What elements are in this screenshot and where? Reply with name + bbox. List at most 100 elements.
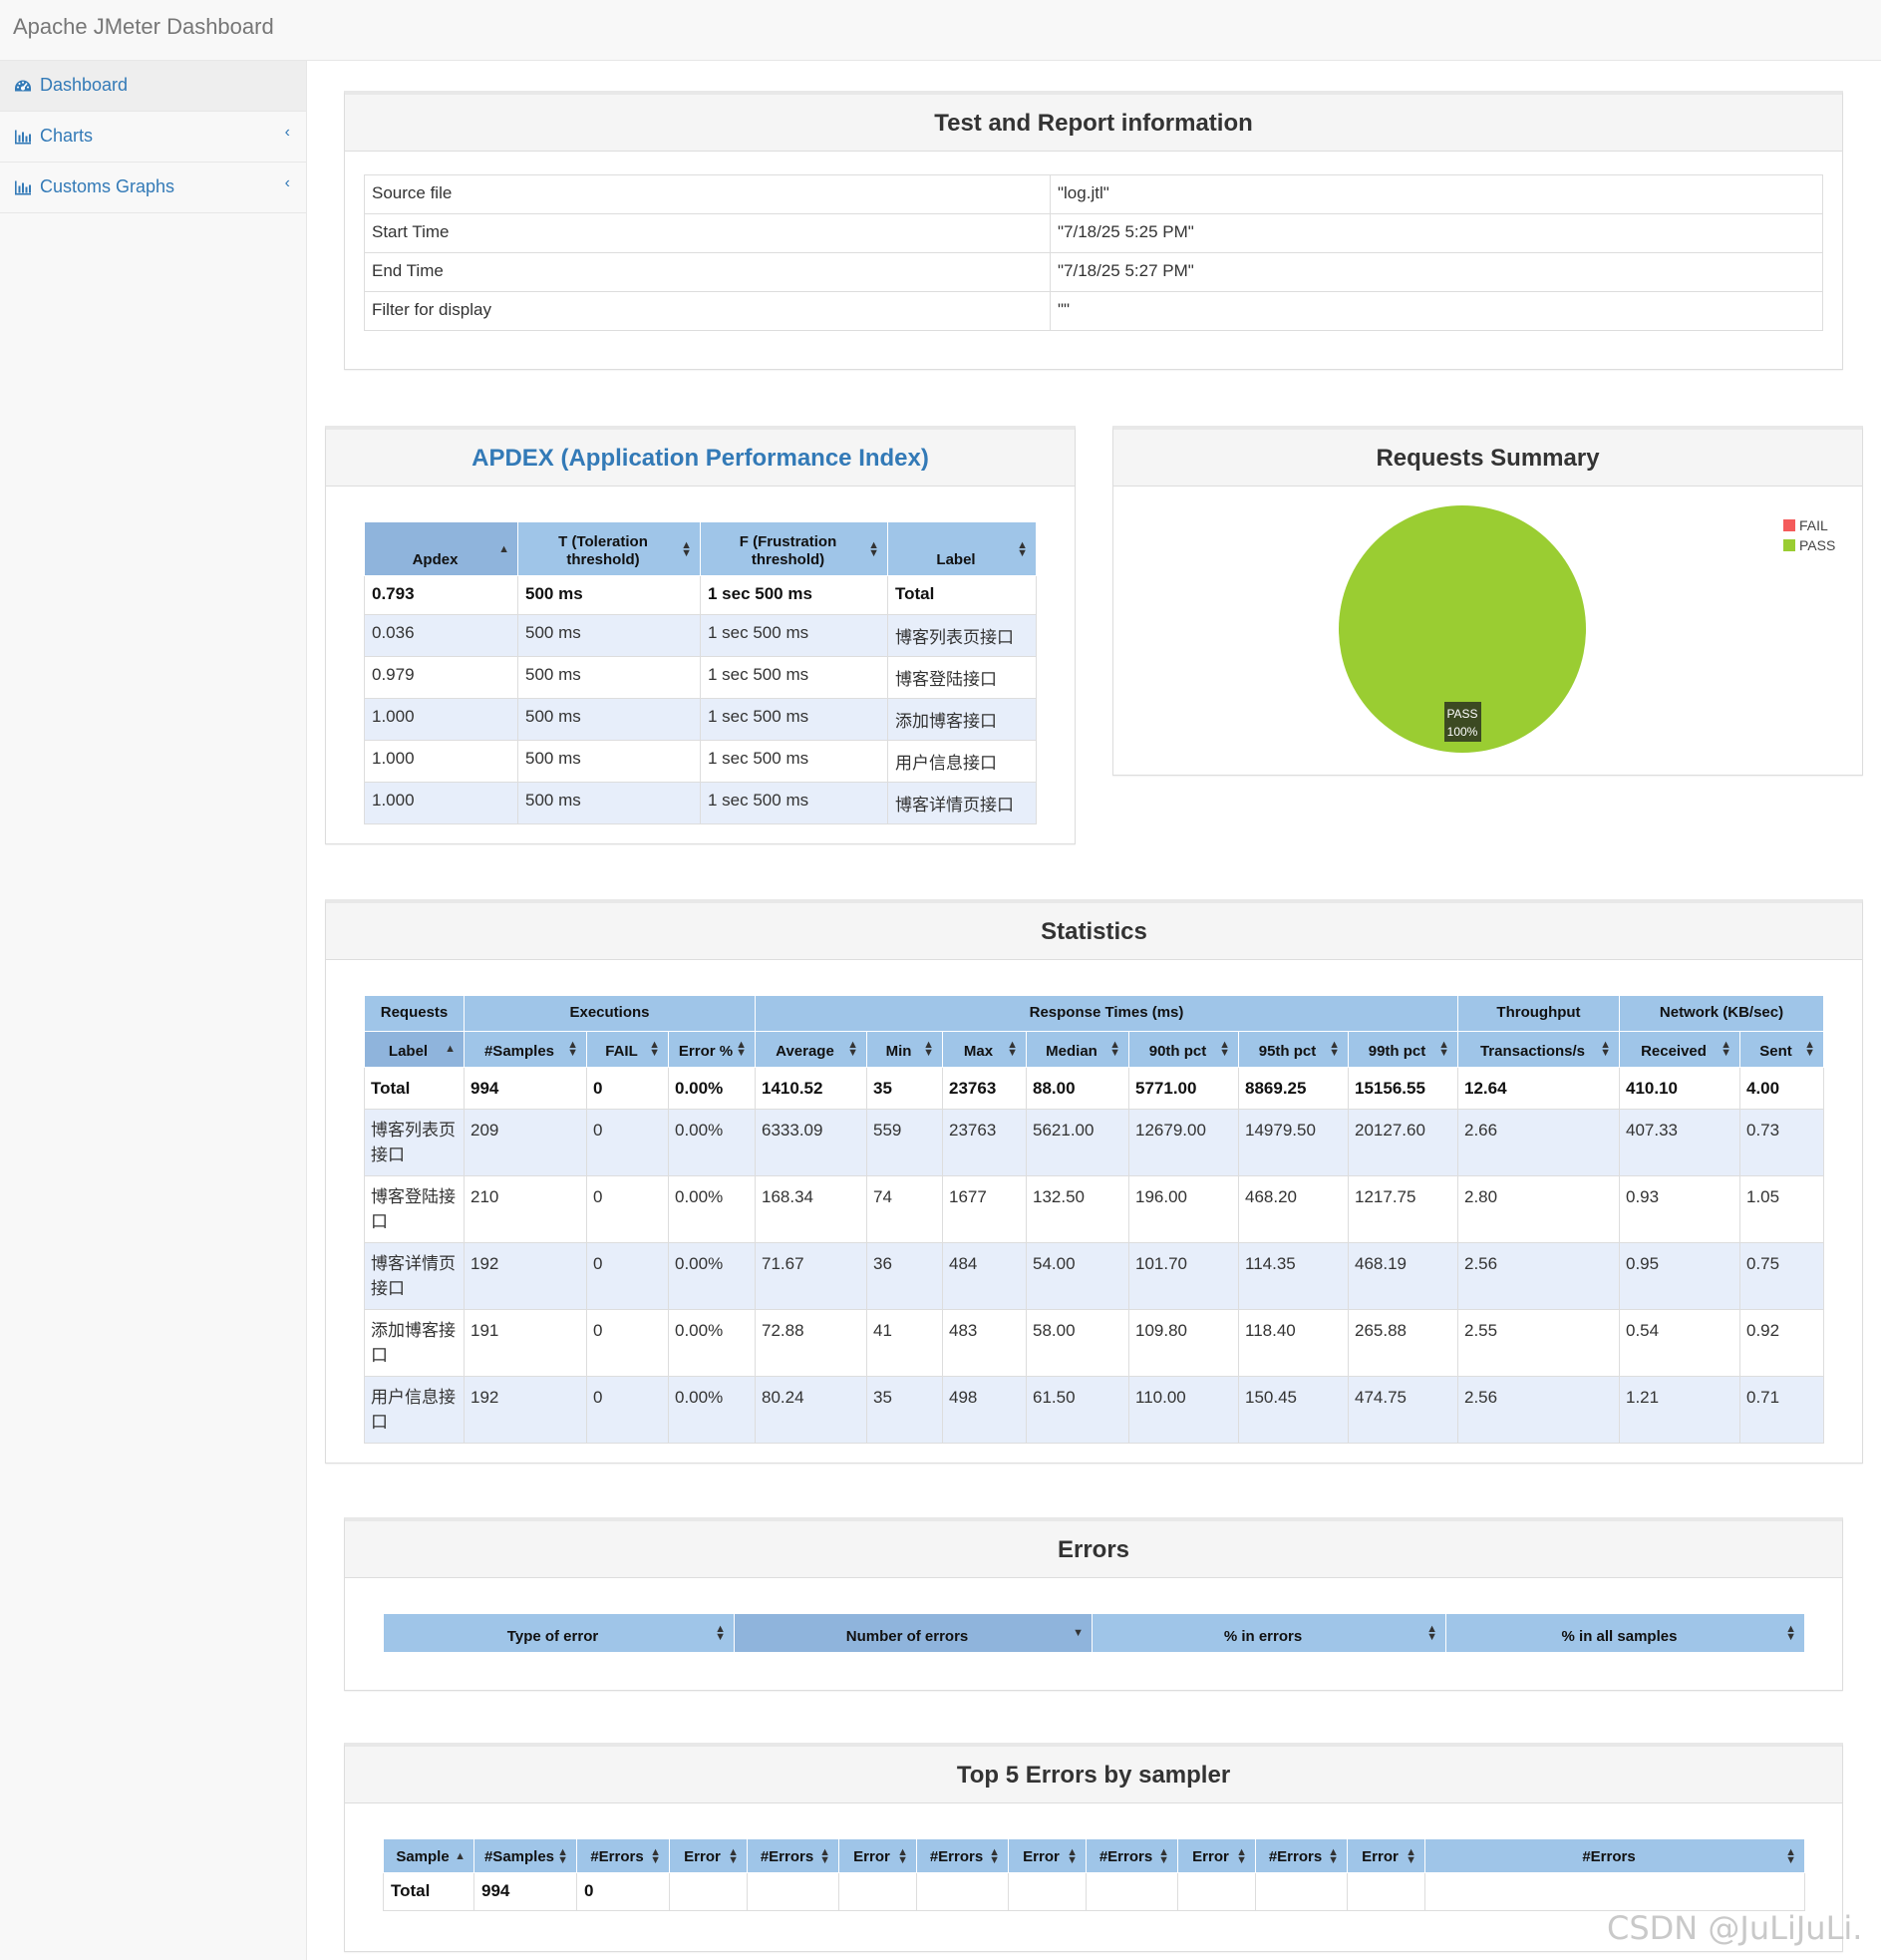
column-header-label: % in all samples — [1561, 1628, 1678, 1646]
sidebar-item-charts[interactable]: Charts ‹ — [0, 112, 306, 163]
legend-item-pass[interactable]: PASS — [1783, 535, 1835, 555]
column-header-11[interactable]: Transactions/s ▲ ▼ — [1457, 1030, 1620, 1068]
column-header-12[interactable]: #Errors ▲ ▼ — [1424, 1838, 1805, 1873]
column-header-3[interactable]: Error ▲ ▼ — [669, 1838, 748, 1873]
column-group-throughput: Throughput — [1457, 995, 1620, 1032]
cell: 0 — [576, 1872, 670, 1911]
column-group-network: Network (KB/sec) — [1619, 995, 1824, 1032]
cell — [916, 1872, 1009, 1911]
cell: 1 sec 500 ms — [700, 698, 888, 741]
sort-icon: ▲ ▼ — [868, 538, 879, 559]
column-group-requests: Requests — [364, 995, 465, 1032]
column-header-label: Sent — [1759, 1043, 1792, 1060]
sort-icon: ▲ ▼ — [1721, 1039, 1731, 1060]
column-header-9[interactable]: 95th pct ▲ ▼ — [1238, 1030, 1349, 1068]
legend-item-fail[interactable]: FAIL — [1783, 515, 1835, 535]
column-header-8[interactable]: #Errors ▲ ▼ — [1086, 1838, 1178, 1873]
column-header-label: FAIL — [605, 1043, 638, 1060]
column-header-2[interactable]: FAIL ▲ ▼ — [586, 1030, 669, 1068]
cell: 500 ms — [517, 575, 701, 615]
column-header-label: #Samples — [483, 1043, 555, 1060]
column-header-toleration[interactable]: T (Toleration threshold) ▲ ▼ — [517, 521, 701, 576]
column-header-label: #Errors — [590, 1848, 644, 1866]
cell: 109.80 — [1128, 1308, 1239, 1377]
errors-table: Type of error ▲ ▼ Number of errors ▼ % in e… — [383, 1613, 1805, 1653]
cell: 410.10 — [1619, 1066, 1740, 1110]
column-header-label: Apdex — [412, 551, 459, 569]
cell: 0.92 — [1739, 1308, 1824, 1377]
cell: 80.24 — [755, 1375, 867, 1444]
sidebar-item-dashboard[interactable]: Dashboard — [0, 61, 306, 112]
column-header-4[interactable]: Average ▲ ▼ — [755, 1030, 867, 1068]
cell: 994 — [464, 1066, 587, 1110]
chevron-left-icon[interactable]: ‹ — [284, 174, 290, 191]
column-header-12[interactable]: Received ▲ ▼ — [1619, 1030, 1740, 1068]
column-header-7[interactable]: Error ▲ ▼ — [1008, 1838, 1087, 1873]
cell — [1086, 1872, 1178, 1911]
pie-legend: FAIL PASS — [1783, 515, 1835, 555]
cell: 192 — [464, 1241, 587, 1310]
cell: 5621.00 — [1026, 1108, 1129, 1176]
cell — [669, 1872, 748, 1911]
panel-title: APDEX (Application Performance Index) — [326, 430, 1075, 487]
column-header-0[interactable]: Label ▲ — [364, 1030, 465, 1068]
sort-asc-icon: ▲ — [498, 542, 509, 555]
cell: 72.88 — [755, 1308, 867, 1377]
column-header-5[interactable]: Min ▲ ▼ — [866, 1030, 943, 1068]
table-row: 0.793 500 ms 1 sec 500 ms Total — [364, 575, 1037, 615]
column-header-9[interactable]: Error ▲ ▼ — [1177, 1838, 1256, 1873]
sort-icon: ▲ ▼ — [649, 1039, 660, 1060]
column-header-6[interactable]: #Errors ▲ ▼ — [916, 1838, 1009, 1873]
column-header-label: 90th pct — [1148, 1043, 1207, 1060]
statistics-table: Requests Executions Response Times (ms) … — [364, 995, 1824, 1444]
cell: 博客登陆接口 — [887, 656, 1037, 699]
column-header-10[interactable]: 99th pct ▲ ▼ — [1348, 1030, 1458, 1068]
cell: 994 — [473, 1872, 577, 1911]
column-header-label: Number of errors — [845, 1628, 969, 1646]
cell: 110.00 — [1128, 1375, 1239, 1444]
column-header-11[interactable]: Error ▲ ▼ — [1347, 1838, 1425, 1873]
cell: 1.21 — [1619, 1375, 1740, 1444]
column-header-1[interactable]: #Samples ▲ ▼ — [464, 1030, 587, 1068]
column-header-apdex[interactable]: Apdex ▲ — [364, 521, 518, 576]
column-header-0[interactable]: Sample ▲ — [383, 1838, 474, 1873]
column-header-2[interactable]: #Errors ▲ ▼ — [576, 1838, 670, 1873]
column-header-4[interactable]: #Errors ▲ ▼ — [747, 1838, 839, 1873]
cell: 58.00 — [1026, 1308, 1129, 1377]
panel-title: Statistics — [326, 903, 1862, 960]
column-header-frustration[interactable]: F (Frustration threshold) ▲ ▼ — [700, 521, 888, 576]
column-header-label[interactable]: Label ▲ ▼ — [887, 521, 1037, 576]
cell: 博客列表页接口 — [887, 614, 1037, 657]
cell: 0 — [586, 1375, 669, 1444]
sort-icon: ▲ ▼ — [1109, 1039, 1120, 1060]
sort-icon: ▲ ▼ — [1328, 1845, 1339, 1866]
column-header-6[interactable]: Max ▲ ▼ — [942, 1030, 1027, 1068]
cell: 500 ms — [517, 614, 701, 657]
column-header-label: Error % — [678, 1043, 734, 1060]
chevron-left-icon[interactable]: ‹ — [284, 124, 290, 141]
column-header-percent-in-errors[interactable]: % in errors ▲ ▼ — [1092, 1613, 1446, 1653]
cell: 0 — [586, 1174, 669, 1243]
column-header-7[interactable]: Median ▲ ▼ — [1026, 1030, 1129, 1068]
column-header-10[interactable]: #Errors ▲ ▼ — [1255, 1838, 1348, 1873]
column-header-3[interactable]: Error % ▲ ▼ — [668, 1030, 756, 1068]
column-header-percent-in-all-samples[interactable]: % in all samples ▲ ▼ — [1445, 1613, 1805, 1653]
report-info-panel: Test and Report information Source file "… — [344, 91, 1843, 370]
cell: 484 — [942, 1241, 1027, 1310]
pie-slice-pass[interactable] — [1339, 505, 1586, 753]
panel-title: Errors — [345, 1521, 1842, 1578]
column-header-type-of-error[interactable]: Type of error ▲ ▼ — [383, 1613, 735, 1653]
column-header-8[interactable]: 90th pct ▲ ▼ — [1128, 1030, 1239, 1068]
column-header-5[interactable]: Error ▲ ▼ — [838, 1838, 917, 1873]
column-header-label: Received — [1641, 1043, 1707, 1060]
column-header-1[interactable]: #Samples ▲ ▼ — [473, 1838, 577, 1873]
cell: 用户信息接口 — [887, 740, 1037, 783]
cell: 0.00% — [668, 1108, 756, 1176]
sidebar-item-customs-graphs[interactable]: Customs Graphs ‹ — [0, 163, 306, 213]
cell: 23763 — [942, 1108, 1027, 1176]
column-header-number-of-errors[interactable]: Number of errors ▼ — [734, 1613, 1093, 1653]
cell: 0.95 — [1619, 1241, 1740, 1310]
app-title[interactable]: Apache JMeter Dashboard — [13, 14, 274, 39]
column-header-13[interactable]: Sent ▲ ▼ — [1739, 1030, 1824, 1068]
cell: 12.64 — [1457, 1066, 1620, 1110]
